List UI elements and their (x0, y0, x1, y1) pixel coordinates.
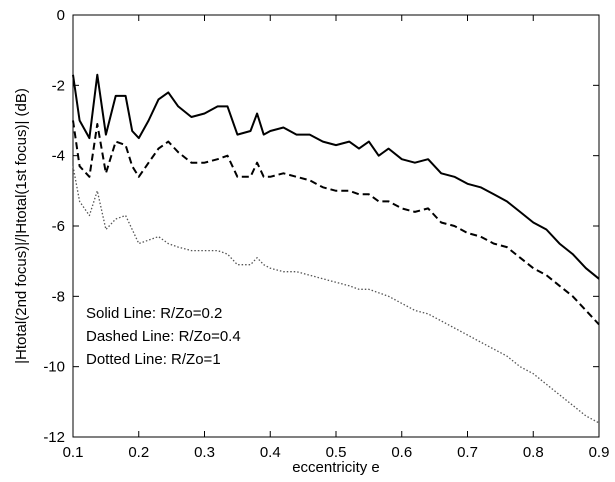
series-line-dashed (72, 120, 600, 326)
y-tick-label: -10 (43, 359, 65, 376)
annotation-solid: Solid Line: R/Zo=0.2 (86, 305, 222, 322)
y-tick-label: -4 (52, 148, 65, 165)
series-layer (72, 73, 600, 424)
y-tick-label: -8 (52, 288, 65, 305)
axis-ticks: 0.1 0.2 0.3 0.4 0.5 0.6 0.7 0.8 0.9 0 -2 -4 -6 -8 -10 -… (43, 7, 609, 461)
y-tick-label: -12 (43, 429, 65, 446)
x-axis-label: eccentricity e (292, 459, 380, 476)
y-tick-label: -6 (52, 218, 65, 235)
annotation-dashed: Dashed Line: R/Zo=0.4 (86, 328, 241, 345)
y-tick-label: -2 (52, 77, 65, 94)
x-tick-label: 0.9 (589, 444, 610, 461)
y-tick-label: 0 (57, 7, 65, 24)
x-tick-label: 0.5 (326, 444, 347, 461)
x-tick-label: 0.4 (260, 444, 281, 461)
series-line-solid (72, 73, 600, 280)
x-tick-label: 0.2 (128, 444, 149, 461)
x-tick-label: 0.3 (194, 444, 215, 461)
series-line-dotted (72, 166, 600, 424)
x-tick-label: 0.7 (457, 444, 478, 461)
plot-area (72, 14, 600, 438)
y-axis-label: |Htotal(2nd focus)|/|Htotal(1st focus)| … (13, 88, 30, 364)
annotation-dotted: Dotted Line: R/Zo=1 (86, 351, 221, 368)
x-tick-label: 0.8 (523, 444, 544, 461)
x-tick-label: 0.1 (63, 444, 84, 461)
x-tick-label: 0.6 (391, 444, 412, 461)
